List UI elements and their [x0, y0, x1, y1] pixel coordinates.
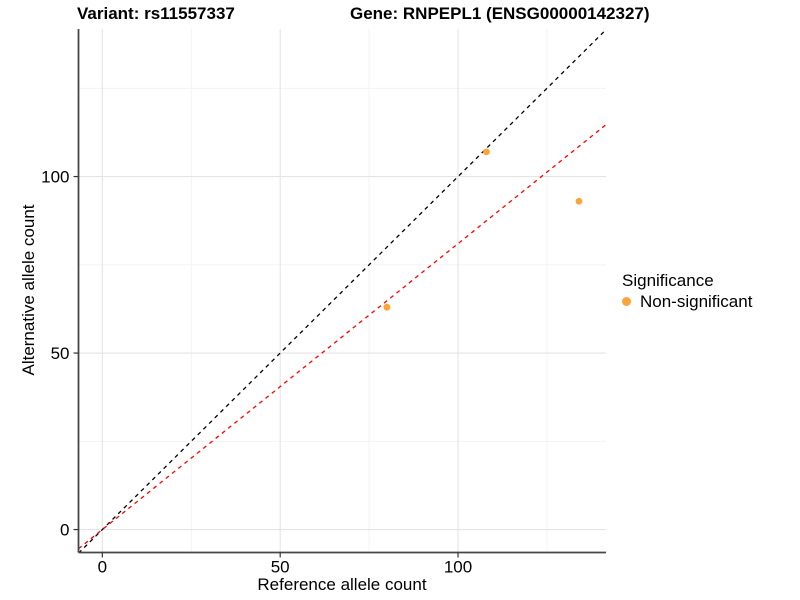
y-tick-label: 100	[41, 168, 69, 187]
data-point	[483, 148, 490, 156]
fit-line	[78, 124, 606, 550]
variant-title: Variant: rs11557337	[77, 4, 235, 23]
identity-line	[78, 29, 606, 553]
y-tick-label: 0	[60, 521, 69, 540]
legend-items: Non-significant	[622, 291, 752, 312]
y-tick-label: 50	[51, 344, 70, 363]
legend-title: Significance	[622, 271, 714, 290]
legend-item: Non-significant	[622, 291, 752, 312]
data-point	[575, 197, 583, 205]
y-axis-title: Alternative allele count	[19, 204, 38, 376]
legend-point-icon	[622, 297, 631, 306]
data-point	[383, 303, 391, 311]
x-tick-label: 50	[271, 558, 290, 577]
gene-title: Gene: RNPEPL1 (ENSG00000142327)	[350, 4, 650, 23]
x-axis-title: Reference allele count	[257, 575, 427, 594]
legend: Significance Non-significant	[622, 270, 752, 312]
x-tick-label: 100	[444, 558, 472, 577]
legend-item-label: Non-significant	[640, 292, 753, 311]
x-tick-label: 0	[98, 558, 107, 577]
